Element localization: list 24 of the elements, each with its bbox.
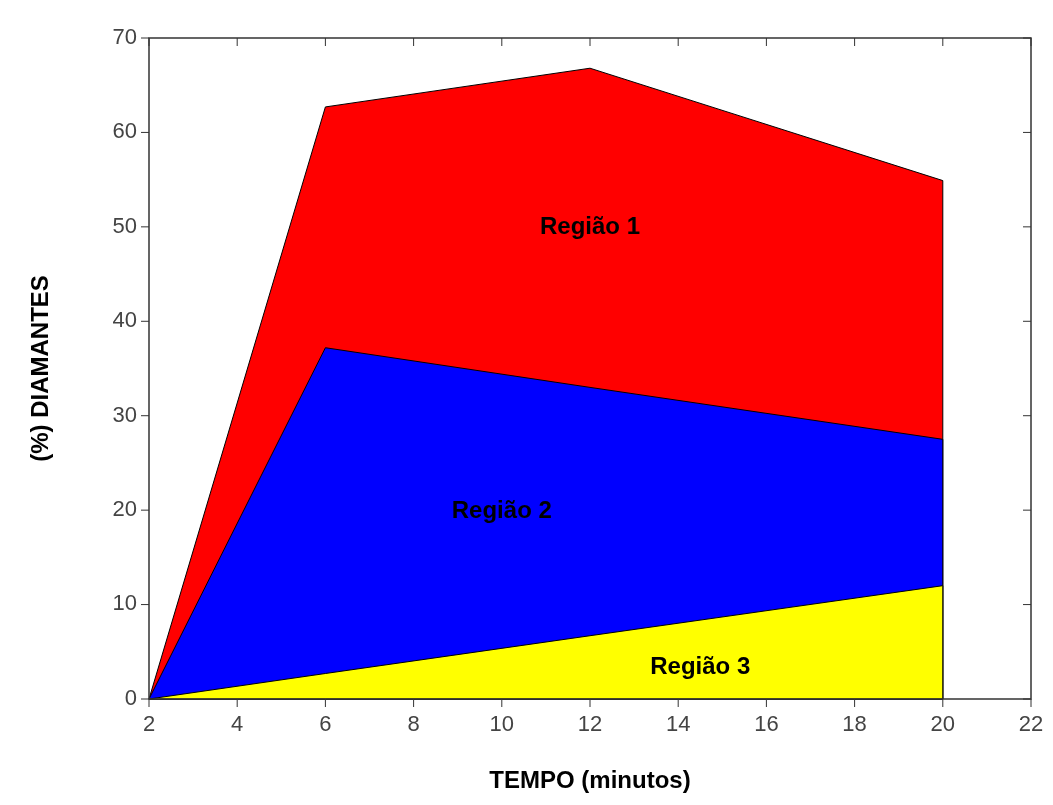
x-tick-label: 20 (930, 711, 956, 736)
x-tick-label: 16 (754, 711, 779, 736)
series-label: Região 2 (451, 495, 552, 523)
x-tick-label: 18 (842, 711, 867, 736)
y-tick-label: 40 (112, 307, 137, 333)
x-tick-label: 22 (1018, 711, 1044, 736)
x-tick-label: 2 (142, 711, 156, 736)
series-label: Região 3 (650, 651, 751, 679)
x-tick-label: 10 (489, 711, 515, 736)
x-tick-label: 4 (231, 711, 244, 736)
y-tick-label: 10 (112, 590, 137, 616)
x-axis-title: TEMPO (minutos) (489, 766, 691, 793)
x-tick-label: 14 (665, 711, 691, 736)
y-tick-label: 0 (124, 684, 137, 710)
y-tick-label: 50 (112, 212, 137, 238)
y-tick-label: 30 (112, 401, 137, 427)
x-tick-label: 6 (319, 711, 332, 736)
series-label: Região 1 (539, 212, 641, 240)
x-tick-label: 12 (577, 711, 603, 736)
x-tick-label: 8 (407, 711, 420, 736)
y-tick-label: 60 (112, 118, 137, 144)
y-tick-label: 70 (112, 23, 137, 49)
y-axis-title: (%) DIAMANTES (26, 275, 53, 462)
y-tick-label: 20 (112, 495, 137, 521)
